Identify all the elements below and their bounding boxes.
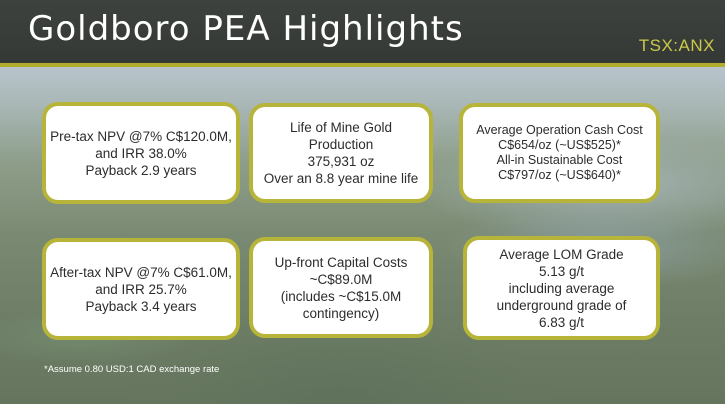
box-line: Payback 3.4 years <box>85 298 197 314</box>
highlight-box-cash-cost: Average Operation Cash Cost C$654/oz (~U… <box>459 103 660 203</box>
box-line: underground grade of <box>496 297 627 313</box>
box-line: Life of Mine Gold <box>289 120 393 135</box>
highlight-box-gold-production: Life of Mine Gold Production 375,931 oz … <box>249 103 433 203</box>
box-line: Production <box>308 137 374 152</box>
box-line: Up-front Capital Costs <box>274 254 408 270</box>
box-line: Over an 8.8 year mine life <box>263 171 419 186</box>
box-line: After-tax NPV @7% C$61.0M, <box>50 264 232 280</box>
highlight-box-lom-grade: Average LOM Grade 5.13 g/t including ave… <box>463 236 660 340</box>
box-line: including average <box>508 280 615 296</box>
box-line: Payback 2.9 years <box>85 162 197 178</box>
box-line: C$654/oz (~US$525)* <box>498 138 621 152</box>
accent-divider <box>0 63 725 67</box>
box-line: 5.13 g/t <box>538 263 585 279</box>
exchange-rate-footnote: *Assume 0.80 USD:1 CAD exchange rate <box>44 364 220 375</box>
box-line: and IRR 25.7% <box>95 281 187 297</box>
ticker-symbol: TSX:ANX <box>638 36 715 55</box>
box-line: ~C$89.0M <box>309 271 373 287</box>
highlight-box-pretax-npv: Pre-tax NPV @7% C$120.0M, and IRR 38.0% … <box>42 102 240 204</box>
box-line: 375,931 oz <box>307 154 375 169</box>
box-line: C$797/oz (~US$640)* <box>498 168 621 182</box>
page-title: Goldboro PEA Highlights <box>28 9 464 49</box>
highlight-box-capital-costs: Up-front Capital Costs ~C$89.0M (include… <box>249 237 433 338</box>
box-line: 6.83 g/t <box>538 314 585 330</box>
box-line: and IRR 38.0% <box>95 145 187 161</box>
box-line: (includes ~C$15.0M <box>280 288 402 304</box>
box-line: Average LOM Grade <box>499 246 624 262</box>
box-line: contingency) <box>302 305 380 321</box>
box-line: Pre-tax NPV @7% C$120.0M, <box>50 128 232 144</box>
highlight-box-aftertax-npv: After-tax NPV @7% C$61.0M, and IRR 25.7%… <box>42 238 240 340</box>
box-line: All-in Sustainable Cost <box>496 153 623 167</box>
box-line: Average Operation Cash Cost <box>476 123 643 137</box>
header-bar: Goldboro PEA Highlights TSX:ANX <box>0 0 725 63</box>
